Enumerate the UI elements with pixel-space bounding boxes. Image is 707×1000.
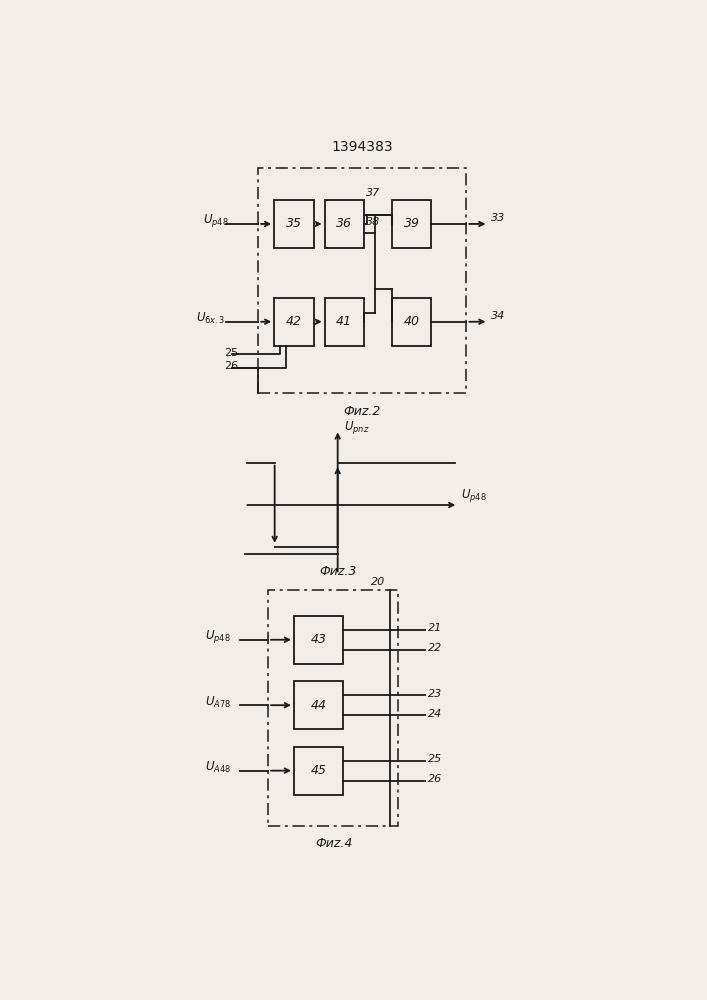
Text: 34: 34 (491, 311, 506, 321)
Text: 23: 23 (428, 689, 443, 699)
Text: $U_{A78}$: $U_{A78}$ (205, 695, 231, 710)
Text: $U_{p48}$: $U_{p48}$ (205, 628, 230, 645)
Text: 37: 37 (366, 188, 380, 198)
Text: 43: 43 (310, 633, 327, 646)
Text: $U_{A48}$: $U_{A48}$ (205, 760, 231, 775)
Text: 21: 21 (428, 623, 443, 633)
Text: 45: 45 (310, 764, 327, 777)
Text: $U_{6x.3}$: $U_{6x.3}$ (197, 311, 226, 326)
Text: 41: 41 (337, 315, 352, 328)
Text: 35: 35 (286, 217, 302, 230)
Text: Фиz.2: Фиz.2 (344, 405, 381, 418)
Text: $U_{pnz}$: $U_{pnz}$ (344, 420, 370, 436)
Text: 26: 26 (428, 774, 443, 784)
Text: 40: 40 (404, 315, 420, 328)
Bar (258, 168, 467, 393)
Text: 44: 44 (310, 699, 327, 712)
Text: 42: 42 (286, 315, 302, 328)
Text: 26: 26 (223, 361, 238, 371)
Text: 20: 20 (371, 577, 385, 587)
Text: 1394383: 1394383 (332, 140, 393, 154)
Text: 25: 25 (428, 754, 443, 764)
Text: 38: 38 (366, 217, 380, 227)
Text: 33: 33 (491, 213, 506, 223)
Bar (268, 590, 398, 826)
Text: 22: 22 (428, 643, 443, 653)
Text: Фиz.4: Фиz.4 (315, 837, 353, 850)
Text: $U_{p48}$: $U_{p48}$ (461, 487, 486, 504)
Text: 39: 39 (404, 217, 420, 230)
Text: 36: 36 (337, 217, 352, 230)
Text: 24: 24 (428, 709, 443, 719)
Text: Фиz.3: Фиz.3 (319, 565, 356, 578)
Text: $U_{p48}$: $U_{p48}$ (204, 212, 229, 229)
Text: 25: 25 (223, 348, 238, 358)
